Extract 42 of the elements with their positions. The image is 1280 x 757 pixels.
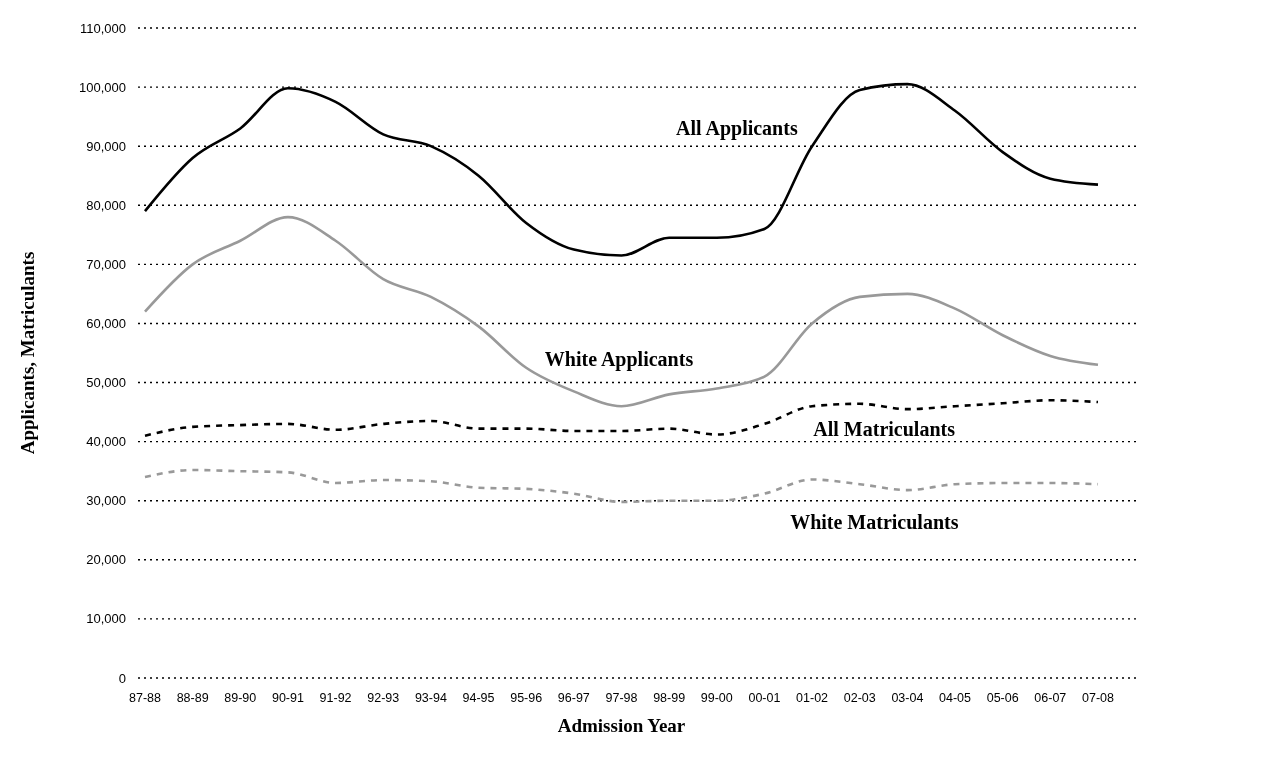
- y-tick-label: 20,000: [86, 552, 126, 568]
- y-tick-label: 110,000: [79, 20, 126, 36]
- x-tick-label: 01-02: [796, 691, 829, 705]
- series-label: White Matriculants: [790, 510, 959, 533]
- series-label: All Applicants: [675, 117, 798, 141]
- y-tick-label: 40,000: [86, 434, 126, 450]
- x-tick-label: 04-05: [939, 691, 972, 705]
- x-tick-label: 06-07: [1034, 691, 1067, 705]
- y-tick-label: 70,000: [86, 256, 126, 272]
- y-tick-label: 10,000: [86, 611, 126, 627]
- x-tick-label: 87-88: [129, 691, 162, 705]
- line-series: [143, 468, 1100, 504]
- y-tick-label: 50,000: [86, 375, 126, 391]
- x-tick-label: 91-92: [319, 691, 352, 705]
- x-tick-label: 97-98: [605, 691, 638, 705]
- line-series: [143, 215, 1100, 408]
- x-tick-label: 92-93: [367, 691, 400, 705]
- x-tick-label: 96-97: [557, 691, 590, 705]
- x-tick-label: 07-08: [1082, 691, 1115, 705]
- y-axis-title: Applicants, Matriculants: [17, 251, 38, 455]
- y-tick-label: 80,000: [86, 197, 126, 213]
- series-label: White Applicants: [544, 348, 694, 371]
- x-tick-label: 95-96: [510, 691, 543, 705]
- y-tick-label: 60,000: [86, 316, 126, 331]
- y-tick-label: 0: [118, 670, 126, 686]
- series-label: All Matriculants: [813, 418, 956, 441]
- x-tick-label: 99-00: [700, 691, 733, 705]
- x-tick-label: 90-91: [271, 691, 304, 705]
- x-tick-label: 94-95: [462, 691, 495, 705]
- x-axis-title: Admission Year: [557, 715, 686, 736]
- x-tick-label: 93-94: [414, 691, 447, 705]
- x-tick-label: 05-06: [986, 691, 1019, 705]
- x-tick-label: 02-03: [843, 691, 876, 705]
- x-tick-label: 89-90: [224, 691, 257, 705]
- x-tick-label: 98-99: [653, 691, 686, 705]
- x-tick-label: 00-01: [748, 691, 781, 705]
- x-tick-label: 03-04: [891, 691, 924, 705]
- y-tick-label: 30,000: [86, 493, 126, 509]
- y-tick-label: 90,000: [86, 138, 126, 154]
- y-tick-label: 100,000: [79, 79, 126, 95]
- x-tick-label: 88-89: [176, 691, 209, 705]
- line-series: [143, 398, 1100, 438]
